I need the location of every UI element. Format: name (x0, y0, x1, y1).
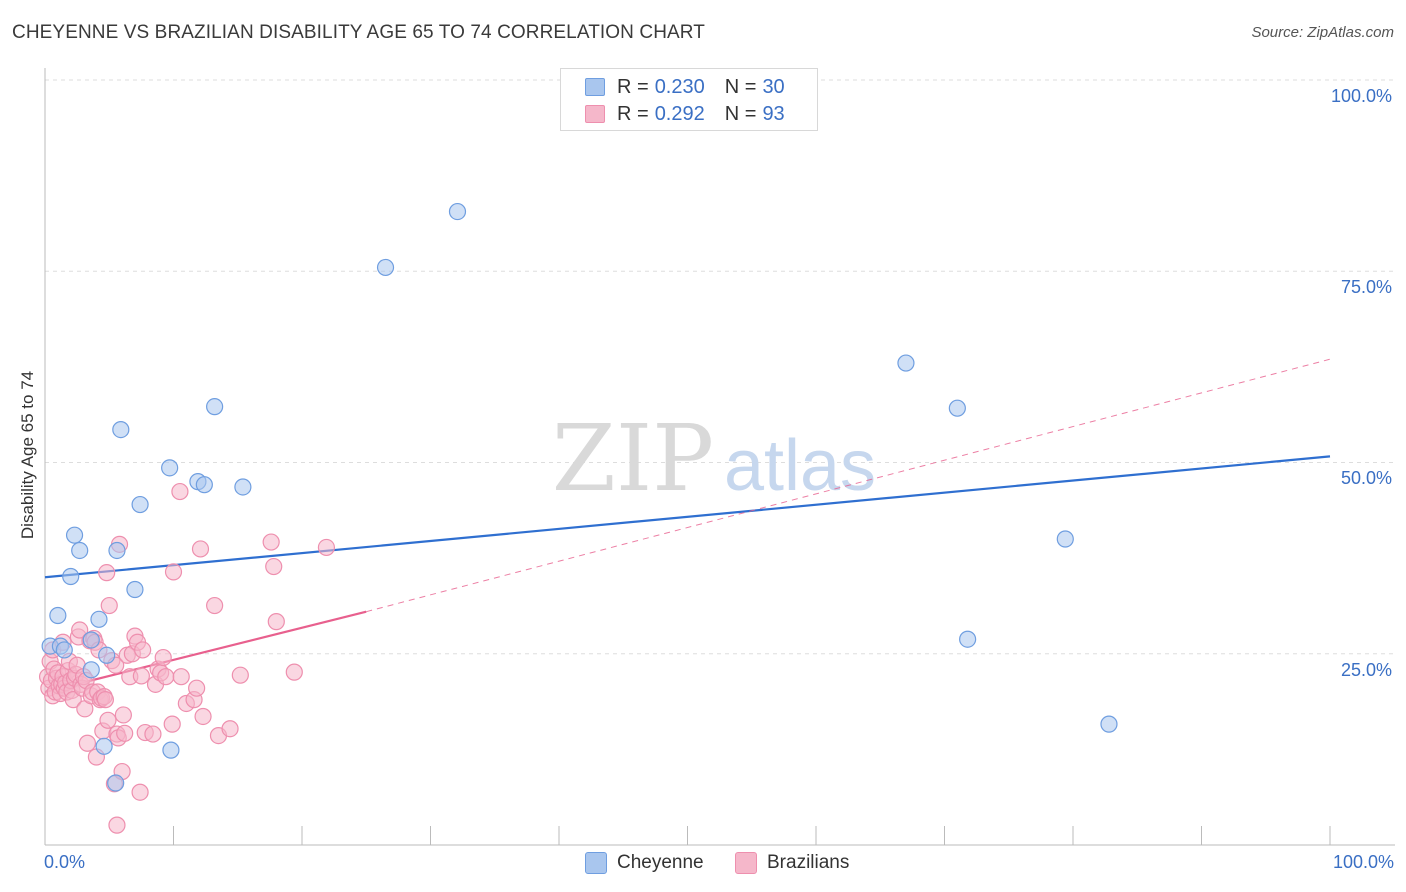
cheyenne-point (71, 541, 89, 560)
watermark-atlas: atlas (724, 426, 876, 506)
y-tick-label-25: 25.0% (1340, 660, 1392, 680)
series-legend: Cheyenne Brazilians (0, 852, 1406, 878)
cheyenne-point (49, 606, 67, 625)
cheyenne-point (82, 631, 100, 649)
cheyenne-point (1100, 715, 1118, 733)
cheyenne-point (234, 478, 252, 496)
brazilian-point (154, 648, 172, 667)
r-label: R = (617, 75, 649, 98)
x-tick-label-min: 0.0% (44, 852, 86, 872)
cheyenne-point (897, 354, 915, 372)
brazilian-point (317, 538, 336, 557)
cheyenne-point (161, 459, 179, 477)
brazilian-point (71, 621, 89, 639)
cheyenne-point (107, 774, 125, 792)
y-tick-label-50: 50.0% (1340, 468, 1392, 488)
r-value: 0.230 (654, 75, 705, 98)
cheyenne-point (95, 737, 113, 755)
legend-label-cheyenne: Cheyenne (617, 852, 704, 873)
brazilian-point (163, 715, 181, 733)
brazilian-point (108, 816, 126, 834)
brazilian-point (116, 724, 134, 742)
brazilian-trend-line (44, 610, 367, 694)
legend-row-cheyenne: R = 0.230 N = 30 (585, 75, 785, 99)
brazilian-point (64, 691, 82, 709)
cheyenne-point (959, 630, 977, 648)
watermark-zip: ZIP (552, 405, 714, 512)
brazilian-legend-swatch (735, 852, 757, 874)
brazilian-point (98, 564, 116, 582)
cheyenne-point (98, 646, 116, 664)
cheyenne-point (65, 526, 84, 544)
x-tick-label-max: 100.0% (1332, 852, 1394, 872)
stats-legend: R = 0.230 N = 30 R = 0.292 N = 93 (560, 68, 818, 131)
cheyenne-point (162, 741, 180, 759)
r-label: R = (617, 102, 649, 125)
brazilian-point (172, 668, 190, 686)
brazilian-point (265, 557, 283, 576)
cheyenne-legend-swatch (585, 852, 607, 874)
chart-title: CHEYENNE VS BRAZILIAN DISABILITY AGE 65 … (12, 22, 705, 43)
cheyenne-point (948, 399, 966, 417)
y-axis-label: Disability Age 65 to 74 (18, 370, 37, 540)
legend-item-brazilians[interactable]: Brazilians (735, 852, 849, 874)
brazilian-point (78, 734, 97, 752)
cheyenne-point (206, 398, 224, 416)
cheyenne-point (90, 610, 108, 628)
cheyenne-point (131, 495, 149, 514)
brazilian-point (157, 668, 175, 686)
cheyenne-points (41, 202, 1118, 792)
n-label: N = (724, 102, 757, 125)
brazilian-point (100, 596, 118, 615)
n-value: 93 (762, 102, 785, 125)
r-value: 0.292 (654, 102, 705, 125)
n-value: 30 (762, 75, 785, 98)
cheyenne-point (112, 421, 130, 439)
cheyenne-point (126, 580, 144, 599)
brazilian-point (132, 667, 150, 685)
axes (44, 68, 1395, 846)
brazilian-point (206, 596, 224, 615)
brazilian-point (164, 563, 183, 581)
brazilian-point (285, 663, 303, 681)
cheyenne-point (55, 641, 73, 659)
cheyenne-point (62, 567, 80, 586)
y-tick-label-100: 100.0% (1330, 86, 1392, 106)
brazilian-point (191, 540, 210, 558)
brazilian-point (96, 691, 114, 709)
brazilian-point (134, 641, 152, 659)
brazilian-trend-extension (366, 358, 1331, 613)
cheyenne-point (448, 202, 467, 221)
brazilian-points (38, 482, 336, 834)
brazilian-swatch (585, 105, 605, 123)
legend-label-brazilians: Brazilians (767, 852, 850, 873)
cheyenne-point (108, 541, 126, 560)
brazilian-point (188, 679, 206, 697)
cheyenne-swatch (585, 78, 605, 96)
legend-item-cheyenne[interactable]: Cheyenne (585, 852, 704, 874)
n-label: N = (724, 75, 757, 98)
cheyenne-point (82, 661, 100, 679)
brazilian-point (262, 533, 280, 551)
cheyenne-point (376, 258, 395, 277)
watermark: ZIP atlas (552, 405, 876, 512)
brazilian-point (231, 666, 249, 684)
brazilian-point (194, 707, 212, 726)
cheyenne-point (1056, 530, 1074, 548)
legend-row-brazilian: R = 0.292 N = 93 (585, 102, 785, 126)
brazilian-point (267, 613, 285, 631)
trend-lines (44, 358, 1331, 694)
brazilian-point (114, 706, 132, 724)
grid-lines (45, 79, 1395, 655)
cheyenne-point (195, 476, 213, 494)
source-label: Source: ZipAtlas.com (1251, 24, 1394, 41)
brazilian-point (221, 720, 239, 738)
y-tick-label-75: 75.0% (1340, 277, 1392, 297)
brazilian-point (144, 725, 162, 743)
brazilian-point (99, 711, 117, 729)
cheyenne-trend-line (44, 455, 1331, 579)
brazilian-point (131, 783, 149, 801)
brazilian-point (171, 482, 189, 501)
